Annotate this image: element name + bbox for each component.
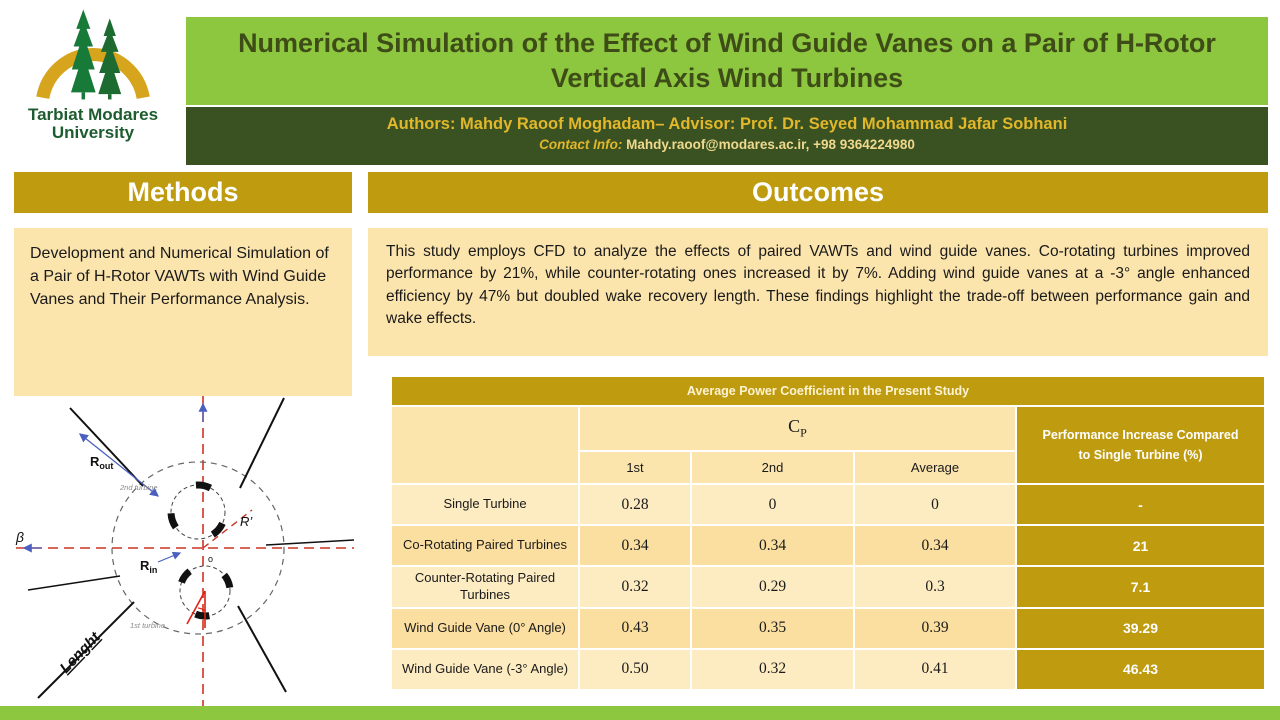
table-row: Single Turbine 0.28 0 0 -: [390, 483, 1266, 526]
label-length: Lenght: [57, 628, 105, 676]
results-table-wrap: Average Power Coefficient in the Present…: [390, 375, 1266, 691]
table-row: Co-Rotating Paired Turbines 0.34 0.34 0.…: [390, 524, 1266, 567]
cp-2nd-value: 0.35: [690, 606, 855, 650]
table-subheader-row: 1st 2nd Average: [391, 450, 1265, 485]
cp-1st-value: 0.50: [578, 647, 692, 691]
table-header-row: CP Performance Increase Compared to Sing…: [390, 405, 1266, 485]
cp-1st-value: 0.28: [578, 483, 692, 526]
cp-2nd-value: 0.32: [690, 647, 855, 691]
outcomes-body-text: This study employs CFD to analyze the ef…: [368, 228, 1268, 356]
row-label: Counter-Rotating Paired Turbines: [390, 565, 580, 609]
row-label: Co-Rotating Paired Turbines: [390, 524, 580, 567]
performance-value: 46.43: [1015, 647, 1266, 691]
cp-average-value: 0.3: [853, 565, 1017, 609]
cp-average-value: 0.41: [853, 647, 1017, 691]
university-name-line1: Tarbiat Modares: [27, 105, 159, 124]
contact-line: Contact Info: Mahdy.raoof@modares.ac.ir,…: [186, 137, 1268, 152]
contact-label: Contact Info:: [539, 137, 623, 152]
cp-column-header: CP: [578, 405, 1017, 452]
cp-main: C: [788, 416, 801, 437]
label-r-in: Rin: [140, 558, 157, 575]
performance-value: 21: [1015, 524, 1266, 567]
cp-2nd-value: 0: [690, 483, 855, 526]
performance-value: 39.29: [1015, 606, 1266, 650]
subheader-1st: 1st: [578, 450, 692, 485]
table-row: Wind Guide Vane (-3° Angle) 0.50 0.32 0.…: [390, 647, 1266, 691]
performance-value: 7.1: [1015, 565, 1266, 609]
results-table: Average Power Coefficient in the Present…: [390, 375, 1266, 691]
table-row: Wind Guide Vane (0° Angle) 0.43 0.35 0.3…: [390, 606, 1266, 650]
authors-bar: Authors: Mahdy Raoof Moghadam– Advisor: …: [186, 107, 1268, 165]
table-title-row: Average Power Coefficient in the Present…: [390, 375, 1266, 407]
cp-1st-value: 0.43: [578, 606, 692, 650]
blank-header-cell: [390, 405, 580, 485]
row-label: Single Turbine: [390, 483, 580, 526]
poster-title: Numerical Simulation of the Effect of Wi…: [186, 17, 1268, 105]
outcomes-section-header: Outcomes: [368, 172, 1268, 213]
turbine-diagram-icon: Rout R’ Rin β o Lenght 2nd turbine 1st t…: [15, 396, 355, 710]
label-first-turbine: 1st turbine: [130, 621, 165, 630]
subheader-average: Average: [853, 450, 1017, 485]
cp-average-value: 0.34: [853, 524, 1017, 567]
methods-body-text: Development and Numerical Simulation of …: [14, 228, 352, 396]
table-row: Counter-Rotating Paired Turbines 0.32 0.…: [390, 565, 1266, 609]
performance-column-header: Performance Increase Compared to Single …: [1015, 405, 1266, 485]
label-second-turbine: 2nd turbine: [119, 483, 158, 492]
authors-line: Authors: Mahdy Raoof Moghadam– Advisor: …: [386, 115, 1068, 133]
university-logo-icon: [36, 9, 150, 100]
cp-1st-value: 0.34: [578, 524, 692, 567]
turbine-configuration-diagram: Rout R’ Rin β o Lenght 2nd turbine 1st t…: [8, 392, 360, 714]
performance-value: -: [1015, 483, 1266, 526]
methods-section-header: Methods: [14, 172, 352, 213]
university-logo-area: Tarbiat Modares University: [0, 0, 186, 170]
label-r-prime: R’: [240, 514, 253, 529]
footer-accent-bar: [0, 706, 1280, 720]
label-origin: o: [208, 554, 213, 564]
table-title: Average Power Coefficient in the Present…: [390, 375, 1266, 407]
university-name: Tarbiat Modares University: [28, 106, 158, 142]
cp-average-value: 0: [853, 483, 1017, 526]
label-beta: β: [15, 529, 24, 545]
cp-2nd-value: 0.29: [690, 565, 855, 609]
subheader-2nd: 2nd: [690, 450, 855, 485]
cp-1st-value: 0.32: [578, 565, 692, 609]
cp-2nd-value: 0.34: [690, 524, 855, 567]
row-label: Wind Guide Vane (0° Angle): [390, 606, 580, 650]
label-r-out: Rout: [90, 454, 113, 471]
university-name-line2: University: [51, 122, 135, 142]
cp-sub: P: [800, 425, 807, 440]
cp-average-value: 0.39: [853, 606, 1017, 650]
row-label: Wind Guide Vane (-3° Angle): [390, 647, 580, 691]
contact-value: Mahdy.raoof@modares.ac.ir, +98 936422498…: [626, 137, 915, 152]
